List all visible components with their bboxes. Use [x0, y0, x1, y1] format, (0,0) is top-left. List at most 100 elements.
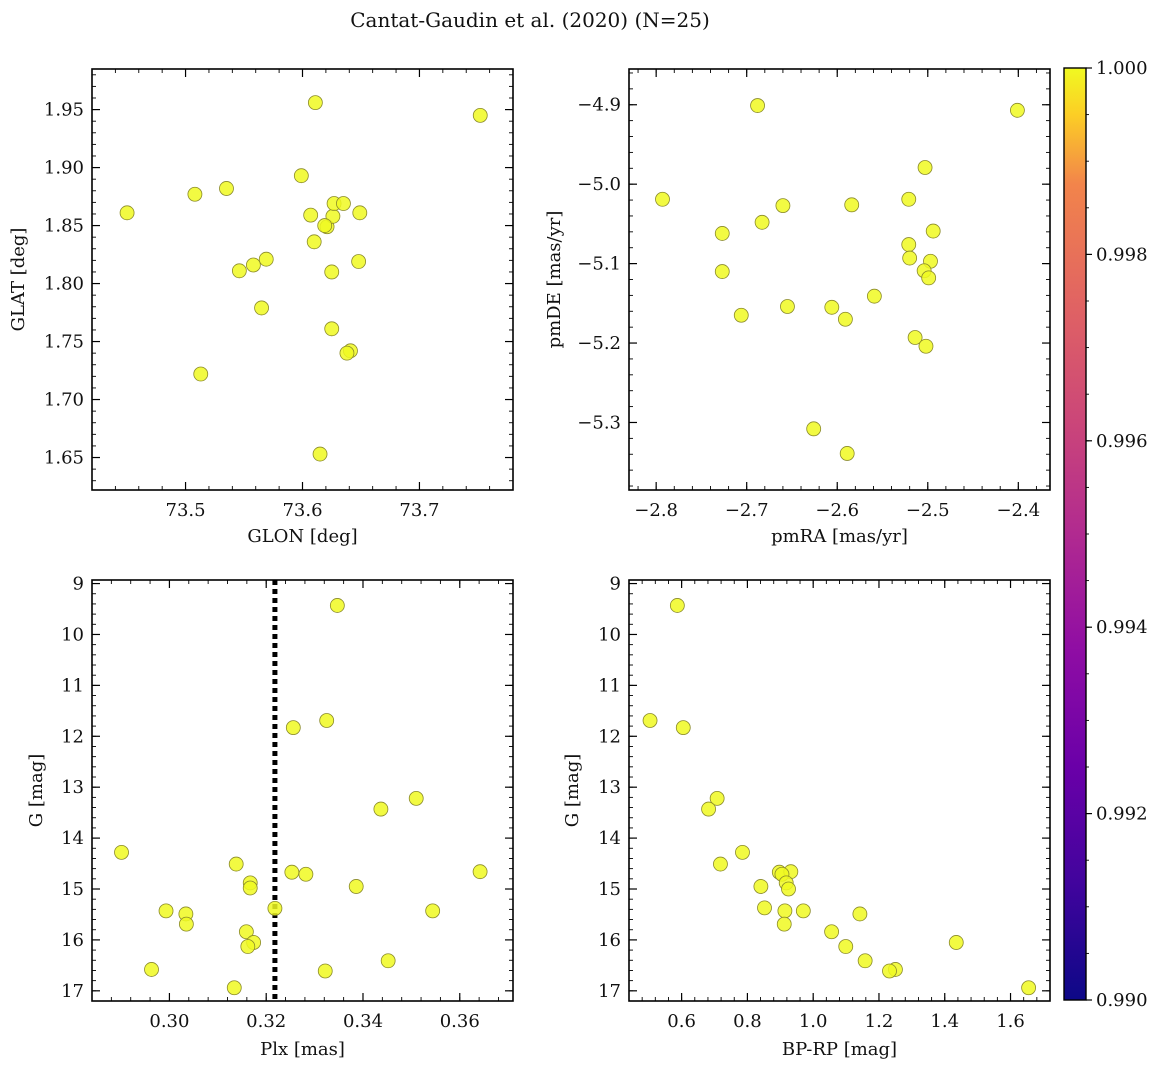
data-point: [119, 205, 135, 221]
data-point: [373, 801, 389, 817]
xtick-label: 0.36: [440, 1011, 480, 1032]
ytick-label: 17: [61, 981, 84, 1002]
data-point: [948, 935, 964, 950]
ytick-label: 13: [598, 777, 621, 798]
data-point: [303, 207, 319, 223]
data-point: [780, 299, 795, 314]
data-point: [901, 191, 917, 207]
data-point: [1010, 102, 1025, 118]
data-point: [918, 338, 934, 354]
xtick-label: 73.6: [282, 500, 322, 521]
ytick-label: 11: [61, 675, 84, 696]
data-point: [114, 844, 129, 860]
data-point: [284, 864, 300, 880]
colorbar-tick-label: 0.992: [1096, 804, 1148, 825]
axes-frame-cmd: [628, 579, 1051, 1002]
data-point: [158, 903, 174, 919]
data-point: [754, 214, 770, 230]
data-point: [866, 288, 882, 304]
data-point: [293, 168, 309, 184]
data-point: [713, 856, 728, 872]
data-point: [298, 866, 314, 882]
data-point: [775, 198, 791, 214]
data-point: [219, 181, 234, 196]
data-point: [709, 790, 725, 806]
axes-frame-pm: [628, 68, 1051, 491]
ytick-label: 15: [61, 879, 84, 900]
ytick-label: 15: [598, 879, 621, 900]
data-point: [701, 801, 716, 817]
data-point: [675, 720, 691, 736]
data-point: [336, 196, 351, 211]
data-point: [285, 720, 301, 736]
ytick-label: 14: [61, 828, 84, 849]
colorbar-tick-label: 0.998: [1096, 244, 1148, 265]
data-point: [193, 366, 209, 382]
data-point: [231, 263, 247, 279]
panel-pm: −2.8 −2.7 −2.6 −2.5 −2.4 −5.3 −5.2 −5.1 −5.0 −4.9…: [544, 68, 1051, 547]
data-point: [242, 880, 258, 896]
data-point: [642, 713, 658, 728]
data-point: [329, 598, 345, 613]
xtick-label: 1.4: [930, 1011, 959, 1032]
colorbar-tick-label: 0.996: [1096, 431, 1148, 452]
data-point: [312, 446, 328, 462]
ytick-label: −4.9: [577, 95, 621, 116]
data-point: [753, 879, 769, 894]
data-point: [735, 844, 750, 860]
ytick-label: 14: [598, 828, 621, 849]
ytick-label: −5.0: [577, 174, 621, 195]
data-point: [844, 197, 860, 213]
points-pm: [655, 98, 1025, 461]
data-point: [1021, 980, 1037, 996]
xlabel-cmd: BP-RP [mag]: [782, 1039, 897, 1060]
xtick-label: 1.2: [865, 1011, 894, 1032]
data-point: [837, 311, 853, 327]
data-point: [750, 98, 765, 113]
ytick-label: 9: [73, 574, 84, 595]
figure-title: Cantat-Gaudin et al. (2020) (N=25): [350, 8, 710, 32]
colorbar-gradient: [1063, 67, 1087, 1001]
data-point: [757, 900, 772, 916]
data-point: [795, 903, 811, 919]
data-point: [324, 321, 340, 337]
data-point: [319, 713, 335, 728]
data-point: [348, 879, 364, 894]
ytick-label: 16: [61, 930, 84, 951]
data-point: [187, 186, 203, 202]
xlabel-pm: pmRA [mas/yr]: [771, 526, 908, 547]
data-point: [352, 205, 368, 221]
xtick-label: −2.8: [634, 500, 678, 521]
ytick-label: 12: [598, 726, 621, 747]
ylabel-lonlat: GLAT [deg]: [8, 228, 29, 332]
ytick-label: 1.95: [44, 100, 84, 121]
data-point: [733, 307, 749, 323]
xlabel-plx: Plx [mas]: [260, 1039, 345, 1060]
data-point: [306, 234, 322, 250]
xtick-label: 73.5: [166, 500, 206, 521]
data-point: [857, 953, 873, 969]
data-point: [839, 446, 855, 461]
panel-plx: 0.30 0.32 0.34 0.36 9 10 11 12 13 14 15 16 17 Plx [m…: [26, 574, 514, 1060]
colorbar-tick-label: 1.000: [1096, 58, 1148, 79]
ytick-label: 10: [61, 624, 84, 645]
data-point: [777, 903, 793, 919]
points-cmd: [642, 598, 1037, 996]
data-point: [472, 864, 488, 880]
xtick-label: 0.30: [149, 1011, 189, 1032]
ytick-label: 1.70: [44, 390, 84, 411]
ytick-label: 16: [598, 930, 621, 951]
points-lonlat: [119, 95, 488, 462]
xtick-label: 0.34: [343, 1011, 383, 1032]
colorbar: 0.990 0.992 0.994 0.996 0.998 1.000: [1063, 58, 1148, 1011]
data-point: [824, 924, 840, 940]
axes-frame-lonlat: [91, 68, 514, 491]
data-point: [714, 264, 730, 279]
ytick-label: 12: [61, 726, 84, 747]
xtick-label: −2.6: [815, 500, 859, 521]
data-point: [245, 257, 261, 273]
data-point: [925, 223, 941, 239]
data-point: [240, 939, 256, 954]
data-point: [324, 264, 340, 280]
